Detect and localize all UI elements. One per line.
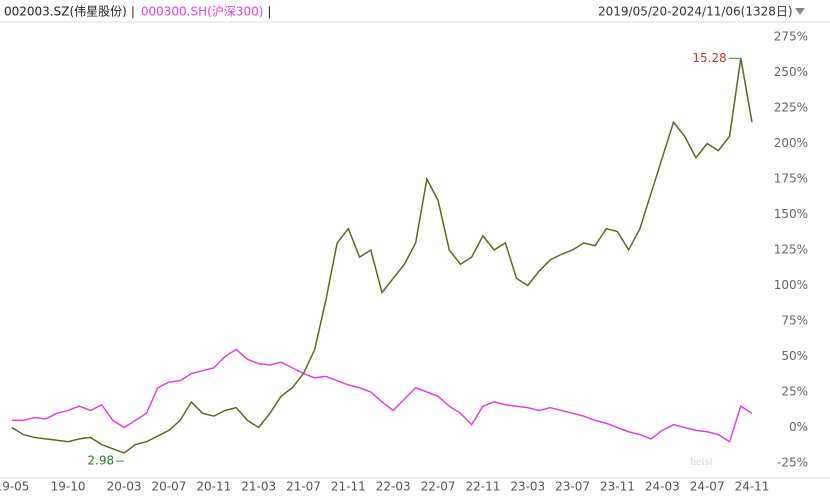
legend-separator: |	[267, 5, 271, 19]
date-range[interactable]: 2019/05/20-2024/11/06(1328日)	[598, 5, 793, 19]
dropdown-icon[interactable]	[795, 8, 805, 15]
x-tick-label: 23-11	[600, 480, 635, 494]
high-label: 15.28	[692, 51, 726, 65]
x-tick-label: 19-05	[0, 480, 29, 494]
series-line	[11, 58, 753, 454]
y-tick-label: 175%	[774, 172, 808, 186]
legend-entry: 002003.SZ(伟星股份)	[4, 5, 127, 19]
y-tick-label: 0%	[789, 420, 808, 434]
y-tick-label: 25%	[781, 385, 808, 399]
y-tick-label: 250%	[774, 65, 808, 79]
y-tick-label: 100%	[774, 278, 808, 292]
y-tick-label: 200%	[774, 136, 808, 150]
x-tick-label: 22-03	[376, 480, 411, 494]
y-tick-label: 125%	[774, 243, 808, 257]
y-tick-label: 225%	[774, 101, 808, 115]
x-tick-label: 22-07	[421, 480, 456, 494]
x-tick-label: 20-11	[196, 480, 231, 494]
x-tick-label: 20-03	[107, 480, 142, 494]
x-tick-label: 19-10	[51, 480, 86, 494]
y-tick-label: 275%	[774, 30, 808, 44]
x-tick-label: 21-03	[241, 480, 276, 494]
x-tick-label: 23-07	[555, 480, 590, 494]
x-tick-label: 20-07	[152, 480, 187, 494]
y-tick-label: 75%	[781, 314, 808, 328]
legend-entry: 000300.SH(沪深300)	[141, 5, 264, 19]
low-label: 2.98	[87, 454, 114, 468]
x-tick-label: 24-07	[690, 480, 725, 494]
series-line	[12, 348, 753, 443]
x-tick-label: 23-03	[510, 480, 545, 494]
y-tick-label: 150%	[774, 207, 808, 221]
y-tick-label: 50%	[781, 349, 808, 363]
x-tick-label: 22-11	[465, 480, 500, 494]
y-tick-label: -25%	[777, 456, 808, 470]
watermark: heisi	[690, 454, 713, 468]
legend-separator: |	[131, 5, 135, 19]
x-tick-label: 24-03	[645, 480, 680, 494]
x-tick-label: 24-11	[735, 480, 770, 494]
x-tick-label: 21-07	[286, 480, 321, 494]
x-tick-label: 21-11	[331, 480, 366, 494]
